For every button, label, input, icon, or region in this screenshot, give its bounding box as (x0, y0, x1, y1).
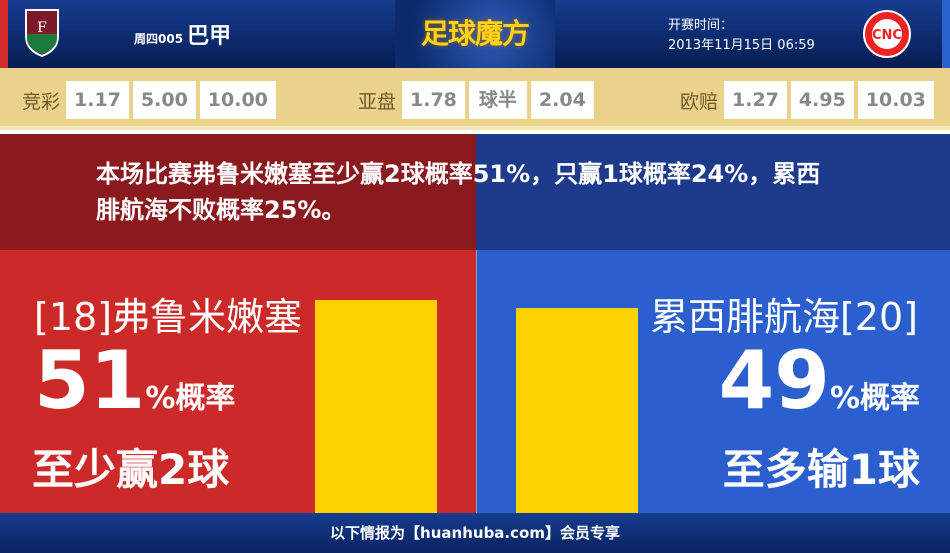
odds-oupei: 欧赔 1.27 4.95 10.03 (680, 81, 938, 119)
odds-cell: 5.00 (132, 81, 196, 119)
odds-jingcai: 竞彩 1.17 5.00 10.00 (22, 81, 280, 119)
odds-label: 竞彩 (22, 90, 61, 113)
odds-cell: 2.04 (530, 81, 594, 119)
home-probability-bar (315, 299, 437, 513)
kickoff-time: 开赛时间： 2013年11月15日 06:59 (668, 16, 815, 56)
odds-label: 亚盘 (358, 90, 397, 113)
away-probability: 49%概率 (719, 336, 920, 444)
home-percent-suffix: %概率 (145, 381, 236, 416)
home-team-logo-icon: F (25, 9, 59, 58)
away-team-name: 累西腓航海[20] (649, 295, 918, 339)
odds-cell: 球半 (468, 81, 527, 119)
away-color-strip (942, 0, 950, 68)
away-result: 至多输1球 (722, 445, 920, 494)
away-probability-bar (516, 308, 638, 513)
odds-cell: 4.95 (790, 81, 854, 119)
away-percent: 49 (718, 334, 830, 427)
home-percent: 51 (34, 334, 146, 427)
odds-cell: 1.27 (724, 81, 787, 119)
odds-bar: 竞彩 1.17 5.00 10.00 亚盘 1.78 球半 2.04 欧赔 1.… (0, 68, 950, 130)
home-probability: 51%概率 (34, 336, 235, 444)
svg-text:CNC: CNC (872, 28, 902, 43)
home-color-strip (0, 0, 8, 68)
odds-cell: 10.03 (857, 81, 934, 119)
kickoff-label: 开赛时间： (668, 18, 734, 33)
odds-yapan: 亚盘 1.78 球半 2.04 (358, 81, 598, 119)
svg-text:F: F (37, 20, 47, 36)
summary-band: 本场比赛弗鲁米嫩塞至少赢2球概率51%，只赢1球概率24%，累西腓航海不败概率2… (0, 134, 950, 250)
summary-text: 本场比赛弗鲁米嫩塞至少赢2球概率51%，只赢1球概率24%，累西腓航海不败概率2… (96, 160, 821, 224)
odds-cell: 1.78 (402, 81, 465, 119)
away-team-logo-icon: CNC (863, 10, 911, 58)
odds-label: 欧赔 (680, 90, 719, 113)
summary-bg-home (0, 134, 476, 250)
away-percent-suffix: %概率 (829, 381, 920, 416)
kickoff-value: 2013年11月15日 06:59 (668, 38, 815, 53)
member-footer[interactable]: 以下情报为【huanhuba.com】会员专享 (0, 513, 950, 553)
league-name: 巴甲 (187, 24, 232, 49)
match-code: 周四005 (134, 32, 184, 46)
home-result: 至少赢2球 (32, 445, 230, 494)
brand-logo: 足球魔方 (395, 0, 555, 68)
odds-cell: 1.17 (66, 81, 129, 119)
summary-bg-away (476, 134, 950, 250)
odds-cell: 10.00 (199, 81, 276, 119)
league-info: 周四005 巴甲 (134, 18, 231, 50)
home-team-name: [18]弗鲁米嫩塞 (34, 295, 303, 339)
match-header: F 周四005 巴甲 足球魔方 开赛时间： 2013年11月15日 06:59 C… (0, 0, 950, 68)
